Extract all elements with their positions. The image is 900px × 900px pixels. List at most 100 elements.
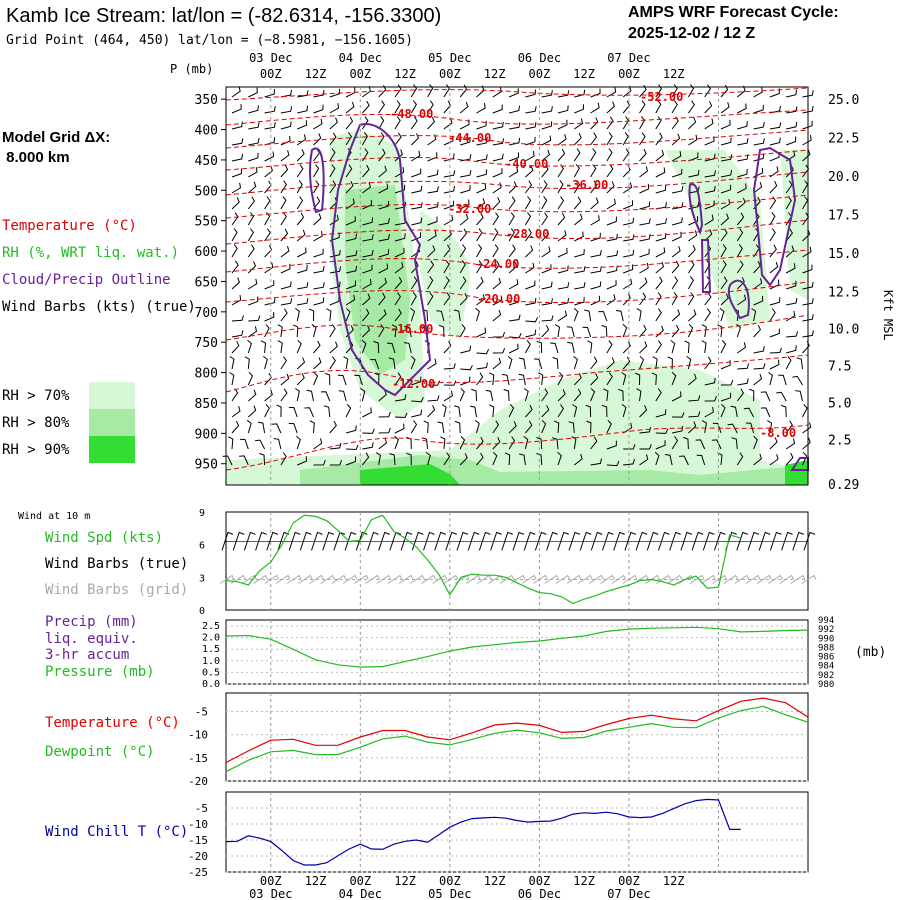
wind-barb	[248, 296, 259, 306]
wind-barb	[525, 89, 537, 98]
temperature-contour-label: -32.00	[448, 202, 491, 216]
surface-wind-barb	[299, 531, 312, 551]
wind-barb	[410, 84, 418, 98]
top-time-tick-label: 00Z	[618, 67, 640, 81]
wind-barb	[394, 308, 402, 322]
wind-barb	[785, 180, 793, 194]
wind-barb	[476, 212, 484, 226]
wind-barb	[760, 391, 771, 402]
surface-wind-barb-grid	[510, 574, 526, 584]
wind-barb	[427, 100, 434, 114]
wind-barb	[606, 216, 617, 226]
wind-barb	[264, 106, 276, 114]
surface-wind-barb	[478, 531, 491, 551]
wind-barb	[557, 105, 569, 114]
wind-barb	[622, 323, 628, 338]
wind-barb	[541, 121, 553, 130]
wind-barb	[296, 339, 302, 354]
wind-barb	[622, 422, 633, 434]
wind-barb	[231, 228, 238, 242]
wind-barb	[720, 102, 730, 114]
wind-barb	[313, 438, 323, 450]
wind-barb	[427, 245, 436, 258]
wind-barb	[459, 387, 465, 402]
wind-barb	[557, 212, 566, 226]
surface-wind-barb	[445, 531, 457, 551]
wind-barb	[753, 104, 764, 114]
pressure-y-tick-label: 980	[818, 680, 834, 690]
wind-barb	[737, 121, 748, 130]
wind-barb	[586, 420, 592, 434]
wind-barb	[574, 231, 584, 242]
wind-barb	[476, 120, 487, 130]
wind-barb	[441, 404, 447, 418]
wind-barb	[606, 101, 615, 114]
surface-wind-barb-grid	[410, 574, 425, 584]
pressure-y-tick-label: 984	[818, 662, 834, 672]
wind-barb	[622, 148, 630, 162]
wind-barb	[247, 389, 257, 402]
wind-barb	[573, 453, 583, 466]
wind-barb	[361, 148, 369, 162]
wind-barb	[525, 165, 534, 178]
wind-barb	[688, 395, 701, 402]
wind-barb	[280, 308, 288, 322]
wind-barb	[753, 167, 764, 178]
wind-barb	[786, 136, 797, 146]
wind-barb	[229, 356, 235, 370]
wind-barb	[443, 118, 453, 130]
wind-barb	[720, 392, 732, 402]
wind-barb	[573, 196, 582, 210]
wind-barb	[786, 89, 798, 98]
wind-barb	[362, 182, 371, 194]
wind-barb	[720, 137, 732, 146]
wind-barb	[411, 376, 422, 386]
surface-wind-barb-grid	[600, 574, 615, 584]
wind-barb	[785, 263, 796, 274]
wind-barb	[411, 185, 423, 194]
wind-barb	[394, 116, 401, 130]
wind-barb	[753, 373, 763, 386]
wind-barb	[704, 377, 716, 386]
wind-barb	[655, 149, 665, 162]
surface-wind-barb-grid	[275, 574, 291, 584]
wind-barb	[737, 342, 747, 354]
wind-barb	[345, 307, 351, 322]
wind-barb	[453, 405, 461, 418]
wind-barb	[277, 340, 283, 354]
wind-barb	[769, 137, 781, 146]
wind-barb	[231, 86, 241, 98]
wind-barb	[671, 217, 683, 226]
wind-barb	[622, 182, 633, 194]
wind-barb	[786, 345, 797, 354]
wind-barb	[239, 455, 249, 466]
wind-barb	[688, 421, 697, 434]
wind-barb	[329, 420, 337, 434]
wind-barb	[717, 452, 723, 466]
surface-wind-barb-grid	[309, 574, 324, 584]
wind-barb	[313, 89, 325, 98]
wind-barb	[730, 405, 738, 418]
wind-barb	[769, 244, 777, 258]
wind-barb	[248, 167, 258, 178]
wind-barb	[639, 183, 650, 194]
wind-barb	[696, 454, 706, 466]
wind-barb	[553, 420, 560, 434]
wind-barb	[443, 215, 454, 226]
wind-barb	[623, 444, 636, 450]
wind-barb	[720, 228, 728, 242]
wind-barb	[574, 297, 585, 306]
wind-barb	[636, 308, 642, 322]
wind-barb	[621, 371, 627, 386]
wind-barb	[769, 347, 782, 354]
wind-barb	[720, 260, 727, 274]
wind-barb	[534, 358, 543, 370]
wind-barb	[362, 234, 374, 242]
surface-wind-barb-grid	[544, 574, 560, 584]
wind-barb	[736, 388, 745, 402]
wind-barb	[264, 324, 270, 338]
surface-wind-barb-grid	[521, 574, 537, 584]
wind-barb	[375, 452, 381, 466]
wind-barb	[655, 325, 664, 338]
wind-barb	[345, 164, 353, 178]
